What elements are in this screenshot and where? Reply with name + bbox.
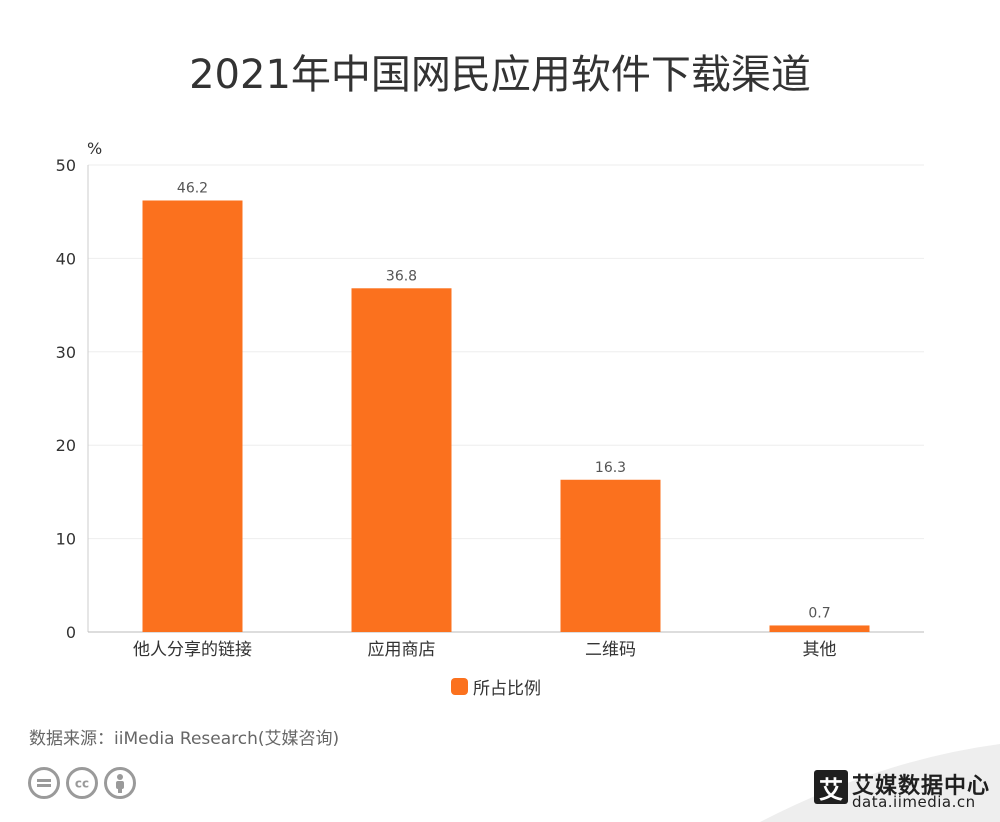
bar[interactable] bbox=[142, 200, 243, 632]
brand-logo-icon: 艾 bbox=[814, 770, 848, 804]
bar-value-label: 16.3 bbox=[595, 460, 626, 476]
x-category-label: 二维码 bbox=[585, 640, 636, 660]
person-icon bbox=[104, 767, 136, 799]
y-tick-label: 0 bbox=[66, 623, 76, 642]
bar-value-label: 36.8 bbox=[386, 268, 417, 284]
brand-watermark: 艾 艾媒数据中心 data.iimedia.cn bbox=[700, 730, 1000, 822]
legend-swatch bbox=[451, 677, 468, 695]
bar[interactable] bbox=[769, 625, 870, 632]
axes: 0 10 20 30 40 50 他人分享的链接 应用商店 二维码 其他 bbox=[56, 156, 924, 660]
equals-icon bbox=[28, 767, 60, 799]
legend-label: 所占比例 bbox=[473, 678, 541, 699]
legend[interactable]: 所占比例 bbox=[451, 675, 541, 699]
x-category-label: 其他 bbox=[803, 640, 837, 660]
bar-value-label: 46.2 bbox=[177, 180, 208, 196]
y-tick-label: 10 bbox=[56, 530, 76, 549]
brand-url: data.iimedia.cn bbox=[852, 793, 976, 811]
data-labels: 46.2 36.8 16.3 0.7 bbox=[177, 180, 831, 621]
bar[interactable] bbox=[560, 479, 661, 632]
cc-icon: cc bbox=[66, 767, 98, 799]
bars bbox=[142, 200, 870, 632]
y-axis-unit: % bbox=[87, 139, 102, 158]
x-category-label: 应用商店 bbox=[368, 640, 436, 660]
y-tick-label: 30 bbox=[56, 343, 76, 362]
bar[interactable] bbox=[351, 288, 452, 632]
y-tick-label: 20 bbox=[56, 436, 76, 455]
y-tick-label: 40 bbox=[56, 249, 76, 268]
source-note: 数据来源：iiMedia Research(艾媒咨询) bbox=[29, 729, 340, 749]
chart-title: 2021年中国网民应用软件下载渠道 bbox=[189, 52, 811, 98]
x-category-label: 他人分享的链接 bbox=[133, 640, 252, 660]
license-badges: cc bbox=[28, 767, 136, 799]
brand-name: 艾媒数据中心 bbox=[852, 774, 991, 799]
bar-value-label: 0.7 bbox=[808, 605, 830, 621]
svg-text:cc: cc bbox=[75, 777, 89, 791]
y-tick-label: 50 bbox=[56, 156, 76, 175]
